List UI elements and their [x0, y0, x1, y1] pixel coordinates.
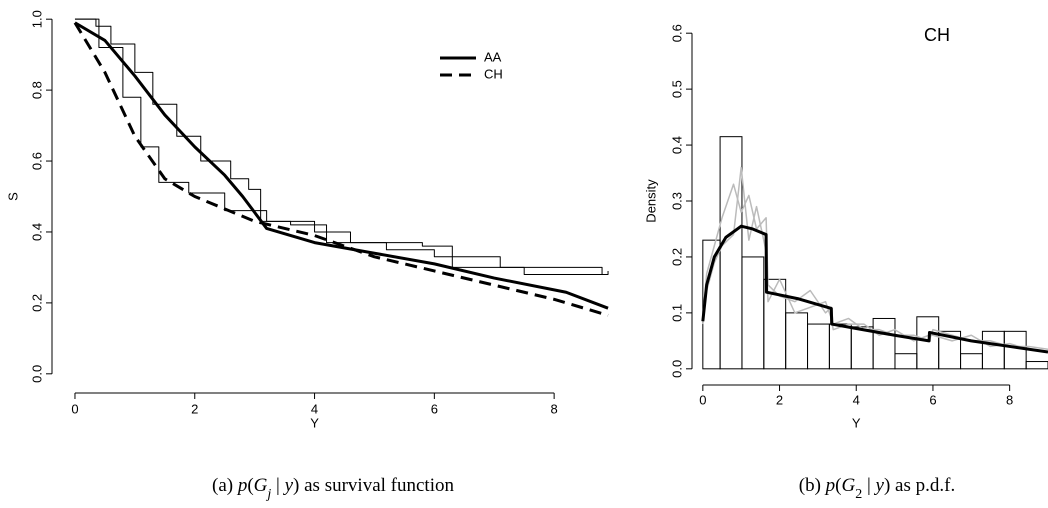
histogram-bar [1025, 361, 1048, 370]
x-tick-label: 0 [71, 401, 78, 416]
caption-run: G [842, 475, 856, 496]
x-tick-label: 8 [1006, 392, 1013, 407]
caption-run: j [265, 487, 271, 502]
series-line [701, 224, 1048, 354]
plot-area [73, 18, 609, 317]
legend-label: AA [484, 49, 502, 64]
y-tick-label: 0.1 [669, 304, 684, 322]
y-tick-label: 0.3 [669, 192, 684, 210]
caption-run: p [824, 475, 836, 496]
caption-run: | [862, 475, 875, 496]
x-tick-label: 6 [929, 392, 936, 407]
plot-area [701, 136, 1048, 370]
histogram-bar [719, 136, 743, 370]
x-axis-label: Y [852, 415, 861, 430]
caption-run: p [236, 475, 248, 496]
caption: (b) p(G2 | y) as p.d.f. [799, 475, 955, 501]
histogram-bar [938, 330, 962, 370]
y-tick-label: 0.0 [29, 365, 44, 383]
y-tick-label: 0.4 [29, 223, 44, 241]
chart: 0 2 4 6 8 0.0 0.1 0.2 0.3 0.4 0.5 0.6 Y Density CH (b) … [643, 24, 1048, 502]
histogram-bar [741, 256, 765, 370]
caption-run: G [254, 475, 268, 496]
y-tick-label: 0.6 [669, 24, 684, 42]
legend-label: CH [484, 66, 503, 81]
histogram-bar [960, 353, 983, 370]
histogram-bar [872, 317, 896, 370]
series-line [702, 166, 1048, 353]
histogram-bar [894, 353, 918, 370]
x-tick-label: 2 [191, 401, 198, 416]
caption-run: 2 [855, 487, 862, 502]
series-line [74, 18, 603, 275]
series-line [74, 21, 609, 310]
caption-run: y [283, 475, 294, 496]
y-tick-label: 1.0 [29, 10, 44, 28]
histogram-bar [807, 323, 830, 370]
y-axis-label: S [5, 192, 20, 201]
series-line [702, 183, 1048, 350]
x-tick-label: 4 [853, 392, 860, 407]
caption: (a) p(Gj | y) as survival function [212, 475, 454, 501]
y-tick-label: 0.0 [669, 360, 684, 378]
y-tick-label: 0.4 [669, 136, 684, 154]
series-line [73, 21, 609, 317]
x-tick-label: 4 [311, 401, 318, 416]
x-tick-label: 8 [551, 401, 558, 416]
y-tick-label: 0.5 [669, 80, 684, 98]
chart-title: CH [924, 25, 950, 45]
x-axis-label: Y [310, 415, 319, 430]
caption-run: | [271, 475, 284, 496]
caption-run: (b) [799, 475, 826, 496]
caption-run: ) as p.d.f. [884, 475, 955, 496]
caption-run: ( [247, 475, 253, 496]
caption-run: (a) [212, 475, 238, 496]
y-axis-label: Density [643, 179, 658, 223]
x-tick-label: 0 [699, 392, 706, 407]
histogram-bar [850, 326, 874, 370]
histogram-bar [981, 330, 1005, 370]
series-line [74, 18, 609, 276]
histogram-bar [916, 316, 940, 370]
chart: 0 2 4 6 8 0.0 0.2 0.4 0.6 0.8 1.0 Y S AA CH (a) p(Gj | … [5, 10, 609, 502]
y-tick-label: 0.2 [29, 294, 44, 312]
y-tick-label: 0.8 [29, 81, 44, 99]
y-tick-label: 0.2 [669, 248, 684, 266]
caption-run: y [874, 475, 885, 496]
caption-run: ( [835, 475, 841, 496]
x-tick-label: 2 [776, 392, 783, 407]
x-tick-label: 6 [431, 401, 438, 416]
histogram-bar [1003, 330, 1027, 370]
y-tick-label: 0.6 [29, 152, 44, 170]
histogram-bar [785, 312, 809, 370]
caption-run: ) as survival function [293, 475, 454, 496]
histogram-bar [828, 323, 852, 370]
